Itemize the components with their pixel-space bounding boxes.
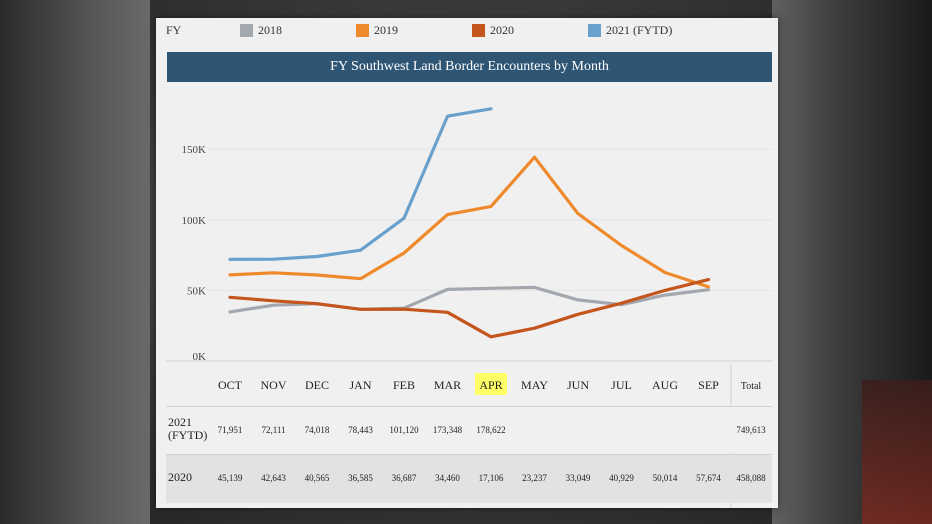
legend-label-2019: 2019: [374, 23, 398, 37]
x-tick-label: AUG: [652, 378, 678, 392]
legend-swatch-2019: [356, 24, 369, 37]
x-tick-label: JUN: [567, 378, 589, 392]
legend-swatch-2018: [240, 24, 253, 37]
x-tick-label: APR: [479, 378, 502, 392]
table-cell: 17,106: [478, 473, 504, 483]
y-tick-label: 50K: [187, 285, 206, 297]
x-tick-label: JAN: [349, 378, 371, 392]
legend-title: FY: [166, 23, 182, 37]
table-total-header: Total: [741, 381, 762, 392]
table-cell: 40,565: [304, 473, 330, 483]
y-tick-label: 150K: [182, 144, 207, 156]
table-cell: 42,643: [261, 473, 286, 483]
table-cell: 74,018: [304, 425, 330, 435]
table-cell: 33,049: [565, 473, 591, 483]
row-label-line: (FYTD): [168, 428, 208, 442]
background-blur-left: [0, 0, 150, 524]
table-row: 2021 (FYTD) 71,951 72,111 74,018 78,443 101,12…: [166, 406, 772, 453]
table-cell: 36,585: [348, 473, 373, 483]
legend: FY 2018 2019 2020 2021 (FYTD): [156, 18, 778, 44]
x-tick-label: MAR: [434, 378, 461, 392]
x-tick-label: NOV: [261, 378, 287, 392]
y-tick-label: 0K: [193, 351, 207, 363]
y-tick-label: 100K: [182, 215, 207, 227]
table-cell: 57,674: [696, 473, 721, 483]
table-cell: 173,348: [432, 425, 463, 435]
table-total-cell: 458,088: [736, 473, 766, 483]
legend-item-2020: 2020: [472, 23, 514, 38]
row-label-line: 2021: [168, 415, 192, 429]
x-tick-label: OCT: [218, 378, 243, 392]
series-line-2020: [228, 278, 711, 339]
series-line-2021: [228, 107, 493, 261]
legend-label-2020: 2020: [490, 23, 514, 37]
table-cell: 34,460: [435, 473, 460, 483]
table-cell: 71,951: [217, 425, 243, 435]
row-label: 2021 (FYTD): [168, 416, 207, 442]
table-cell: 40,929: [609, 473, 634, 483]
chart-title: FY Southwest Land Border Encounters by M…: [167, 52, 772, 82]
table-row: 2020 45,139 42,643 40,565 36,585 36,687 34,460…: [166, 454, 772, 503]
legend-item-2018: 2018: [240, 23, 282, 38]
row-label: 2020: [168, 471, 192, 484]
x-tick-label: DEC: [305, 378, 329, 392]
legend-label-2021: 2021 (FYTD): [606, 23, 673, 37]
table-cell: 78,443: [348, 425, 373, 435]
row-label-line: 2020: [168, 470, 192, 484]
legend-swatch-2020: [472, 24, 485, 37]
table-cell: 36,687: [391, 473, 417, 483]
table-total-cell: 749,613: [736, 425, 766, 435]
legend-item-2021: 2021 (FYTD): [588, 23, 672, 38]
legend-label-2018: 2018: [258, 23, 282, 37]
table-cell: 45,139: [217, 473, 243, 483]
table-cell: 72,111: [261, 425, 286, 435]
x-tick-label: JUL: [611, 378, 632, 392]
series-line-2019: [228, 155, 711, 289]
chart-panel: FY 2018 2019 2020 2021 (FYTD) FY Southwe…: [156, 18, 778, 508]
table-cell: 50,014: [652, 473, 678, 483]
legend-swatch-2021: [588, 24, 601, 37]
highlight-marker: [475, 373, 507, 395]
x-tick-label: MAY: [521, 378, 548, 392]
table-cell: 178,622: [476, 425, 506, 435]
x-tick-label: FEB: [393, 378, 415, 392]
legend-item-2019: 2019: [356, 23, 398, 38]
x-tick-label: SEP: [698, 378, 719, 392]
table-cell: 101,120: [389, 425, 419, 435]
table-cell: 23,237: [522, 473, 547, 483]
background-blur-accent: [862, 380, 932, 524]
